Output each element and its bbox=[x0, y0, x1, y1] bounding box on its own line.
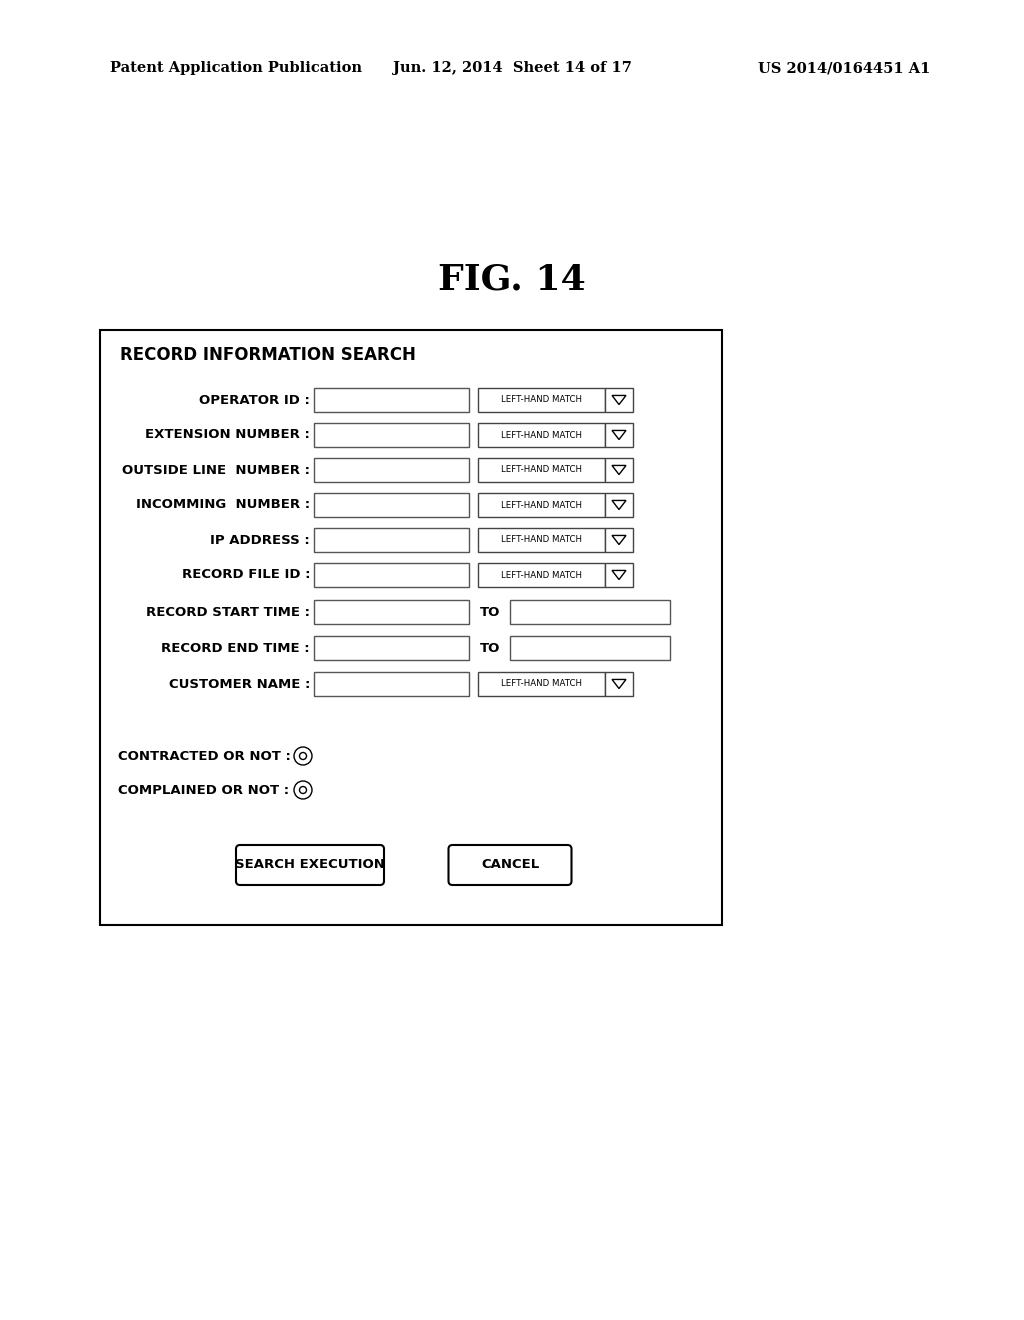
Bar bbox=[314, 458, 469, 482]
Text: Jun. 12, 2014  Sheet 14 of 17: Jun. 12, 2014 Sheet 14 of 17 bbox=[392, 61, 632, 75]
Text: SEARCH EXECUTION: SEARCH EXECUTION bbox=[236, 858, 385, 871]
Bar bbox=[605, 564, 633, 587]
Text: IP ADDRESS :: IP ADDRESS : bbox=[210, 533, 310, 546]
Bar bbox=[510, 636, 670, 660]
Bar bbox=[100, 330, 722, 925]
Text: LEFT-HAND MATCH: LEFT-HAND MATCH bbox=[501, 396, 582, 404]
Bar bbox=[314, 601, 469, 624]
Text: LEFT-HAND MATCH: LEFT-HAND MATCH bbox=[501, 430, 582, 440]
Bar bbox=[510, 601, 670, 624]
Polygon shape bbox=[612, 536, 626, 545]
Bar bbox=[605, 528, 633, 552]
Bar bbox=[605, 672, 633, 696]
Bar bbox=[478, 422, 605, 447]
Text: OPERATOR ID :: OPERATOR ID : bbox=[199, 393, 310, 407]
Bar bbox=[478, 458, 605, 482]
Polygon shape bbox=[612, 430, 626, 440]
Bar bbox=[478, 564, 605, 587]
Bar bbox=[478, 672, 605, 696]
Text: CANCEL: CANCEL bbox=[481, 858, 539, 871]
Polygon shape bbox=[612, 466, 626, 475]
Text: RECORD END TIME :: RECORD END TIME : bbox=[162, 642, 310, 655]
Text: TO: TO bbox=[480, 642, 500, 655]
Polygon shape bbox=[612, 570, 626, 579]
Text: TO: TO bbox=[480, 606, 500, 619]
Bar bbox=[478, 492, 605, 517]
Bar bbox=[314, 388, 469, 412]
Text: LEFT-HAND MATCH: LEFT-HAND MATCH bbox=[501, 466, 582, 474]
Bar bbox=[314, 636, 469, 660]
Text: Patent Application Publication: Patent Application Publication bbox=[110, 61, 362, 75]
Text: LEFT-HAND MATCH: LEFT-HAND MATCH bbox=[501, 570, 582, 579]
Bar bbox=[605, 492, 633, 517]
Bar bbox=[314, 528, 469, 552]
Text: RECORD INFORMATION SEARCH: RECORD INFORMATION SEARCH bbox=[120, 346, 416, 364]
Polygon shape bbox=[612, 396, 626, 404]
Polygon shape bbox=[612, 500, 626, 510]
Text: FIG. 14: FIG. 14 bbox=[438, 263, 586, 297]
Text: COMPLAINED OR NOT :: COMPLAINED OR NOT : bbox=[118, 784, 289, 796]
Text: RECORD FILE ID :: RECORD FILE ID : bbox=[181, 569, 310, 582]
FancyBboxPatch shape bbox=[449, 845, 571, 884]
Text: LEFT-HAND MATCH: LEFT-HAND MATCH bbox=[501, 680, 582, 689]
FancyBboxPatch shape bbox=[236, 845, 384, 884]
Text: RECORD START TIME :: RECORD START TIME : bbox=[146, 606, 310, 619]
Text: LEFT-HAND MATCH: LEFT-HAND MATCH bbox=[501, 500, 582, 510]
Bar bbox=[478, 528, 605, 552]
Text: CUSTOMER NAME :: CUSTOMER NAME : bbox=[169, 677, 310, 690]
Bar bbox=[314, 564, 469, 587]
Text: CONTRACTED OR NOT :: CONTRACTED OR NOT : bbox=[118, 750, 291, 763]
Bar bbox=[605, 388, 633, 412]
Text: US 2014/0164451 A1: US 2014/0164451 A1 bbox=[758, 61, 930, 75]
Bar bbox=[314, 422, 469, 447]
Bar bbox=[314, 492, 469, 517]
Bar bbox=[605, 458, 633, 482]
Text: OUTSIDE LINE  NUMBER :: OUTSIDE LINE NUMBER : bbox=[122, 463, 310, 477]
Polygon shape bbox=[612, 680, 626, 689]
Bar bbox=[314, 672, 469, 696]
Text: INCOMMING  NUMBER :: INCOMMING NUMBER : bbox=[136, 499, 310, 511]
Bar bbox=[478, 388, 605, 412]
Bar bbox=[605, 422, 633, 447]
Text: EXTENSION NUMBER :: EXTENSION NUMBER : bbox=[145, 429, 310, 441]
Text: LEFT-HAND MATCH: LEFT-HAND MATCH bbox=[501, 536, 582, 544]
